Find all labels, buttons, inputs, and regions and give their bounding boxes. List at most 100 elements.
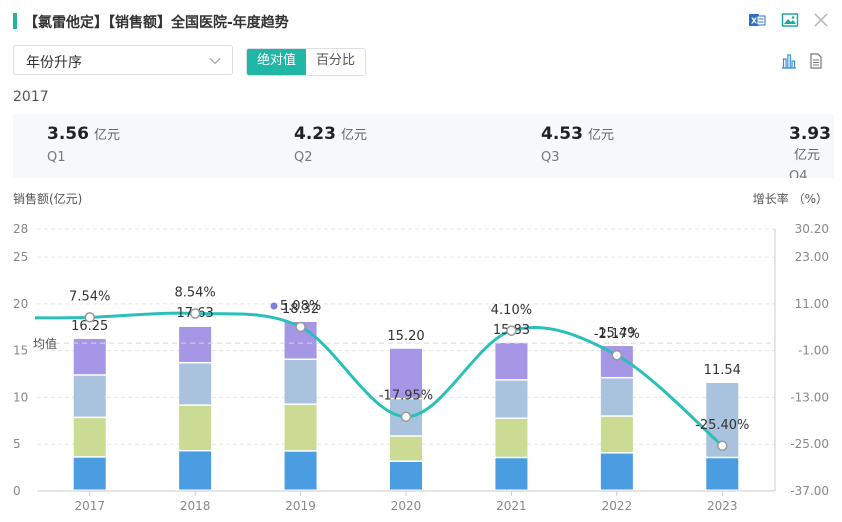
kpi-quarter: Q1	[47, 150, 66, 165]
excel-export-icon[interactable]: X	[748, 11, 766, 29]
bar-segment	[284, 451, 317, 490]
kpi-unit: 亿元	[587, 128, 614, 143]
growth-point	[611, 349, 623, 361]
bar-total-label: 18.32	[282, 302, 319, 317]
left-tick-label: 25	[13, 250, 28, 264]
x-tick-label: 2019	[285, 499, 316, 513]
growth-label: 5.08%	[280, 299, 321, 314]
kpi-quarter: Q4	[789, 169, 808, 178]
sort-select-value: 年份升序	[26, 55, 82, 71]
bar-segment	[73, 375, 106, 417]
bar-segment	[73, 457, 106, 490]
growth-point	[717, 440, 728, 452]
x-tick-label: 2023	[707, 499, 738, 513]
growth-rate-line	[34, 311, 724, 447]
kpi-year: 2017	[13, 89, 49, 105]
growth-label: 8.54%	[174, 285, 215, 300]
growth-label: 4.10%	[491, 303, 532, 318]
right-tick-label: -1.00	[798, 344, 829, 358]
right-tick-label: 23.00	[795, 250, 829, 264]
right-tick-label: 30.20	[795, 222, 829, 236]
bar-segment	[390, 348, 422, 398]
page-title: 【氯雷他定】【销售额】全国医院-年度趋势	[24, 15, 289, 31]
growth-label: 7.54%	[69, 289, 110, 304]
growth-label: -17.95%	[379, 389, 433, 404]
bar-segment	[600, 378, 633, 416]
bar-segment	[179, 326, 212, 362]
left-tick-label: 28	[13, 222, 28, 236]
left-tick-label: 15	[13, 344, 28, 358]
kpi-q1: 3.56 亿元 Q1	[47, 124, 120, 165]
bar-segment	[495, 342, 528, 380]
kpi-value: 3.93	[789, 124, 831, 144]
svg-text:X: X	[751, 17, 758, 26]
sort-select[interactable]: 年份升序	[13, 45, 233, 75]
right-tick-label: -37.00	[790, 484, 829, 498]
growth-point	[295, 321, 306, 333]
kpi-unit: 亿元	[93, 128, 120, 143]
growth-label: -2.17%	[594, 327, 640, 342]
growth-point	[506, 325, 517, 337]
right-axis-title: 增长率 （%）	[752, 192, 828, 206]
kpi-unit: 亿元	[794, 148, 821, 163]
value-mode-toggle: 绝对值 百分比	[246, 48, 367, 76]
bar-total-label: 15.49	[598, 326, 635, 341]
bar-segment	[390, 436, 422, 461]
bar-total-label: 16.25	[71, 319, 108, 334]
bar-total-label: 15.20	[387, 329, 424, 344]
bar-total-label: 11.54	[704, 363, 741, 378]
kpi-panel: 3.56 亿元 Q1 4.23 亿元 Q2 4.53 亿元 Q3 3.93 亿元 Q4	[13, 114, 834, 178]
right-tick-label: 11.00	[795, 297, 829, 311]
bar-segment	[73, 418, 106, 457]
bar-segment	[179, 451, 212, 490]
growth-point	[84, 312, 95, 323]
left-tick-label: 0	[13, 484, 21, 498]
bar-chart-icon[interactable]	[780, 52, 798, 70]
kpi-value: 4.23	[294, 124, 336, 144]
bar-segment	[495, 418, 528, 457]
right-tick-label: -13.00	[790, 390, 829, 404]
kpi-unit: 亿元	[340, 128, 367, 143]
growth-point	[400, 411, 412, 422]
bar-segment	[284, 360, 317, 404]
chevron-down-icon	[209, 58, 221, 65]
kpi-q3: 4.53 亿元 Q3	[541, 124, 614, 165]
average-label: 均值	[33, 336, 57, 351]
bar-segment	[179, 405, 212, 450]
x-tick-label: 2021	[496, 499, 527, 513]
bar-segment	[600, 416, 633, 453]
x-tick-label: 2018	[180, 499, 211, 513]
kpi-quarter: Q3	[541, 150, 560, 165]
bar-segment	[495, 380, 528, 418]
image-export-icon[interactable]	[781, 11, 799, 29]
growth-label: -25.40%	[695, 418, 749, 433]
title-accent-bar	[13, 13, 17, 29]
percentage-button[interactable]: 百分比	[306, 49, 366, 75]
kpi-value: 4.53	[541, 124, 583, 144]
bar-segment	[600, 453, 633, 490]
bar-segment	[179, 363, 212, 405]
absolute-value-button[interactable]: 绝对值	[247, 49, 307, 75]
x-tick-label: 2020	[391, 499, 422, 513]
growth-point	[189, 308, 201, 319]
kpi-q4: 3.93 亿元 Q4	[789, 124, 834, 178]
close-icon[interactable]	[812, 11, 830, 29]
kpi-q2: 4.23 亿元 Q2	[294, 124, 367, 165]
left-tick-label: 10	[13, 390, 28, 404]
bar-segment	[706, 458, 739, 490]
left-tick-label: 5	[13, 437, 21, 451]
bar-segment	[495, 458, 528, 490]
left-axis-title: 销售额(亿元)	[13, 192, 83, 206]
document-icon[interactable]	[807, 52, 825, 70]
legend-dot	[270, 302, 278, 310]
bar-segment	[390, 461, 422, 490]
kpi-value: 3.56	[47, 124, 89, 144]
kpi-quarter: Q2	[294, 150, 313, 165]
bar-segment	[73, 338, 106, 375]
left-tick-label: 20	[13, 297, 28, 311]
bar-segment	[284, 404, 317, 451]
x-tick-label: 2022	[602, 499, 633, 513]
right-tick-label: -25.00	[790, 437, 829, 451]
x-tick-label: 2017	[74, 499, 105, 513]
